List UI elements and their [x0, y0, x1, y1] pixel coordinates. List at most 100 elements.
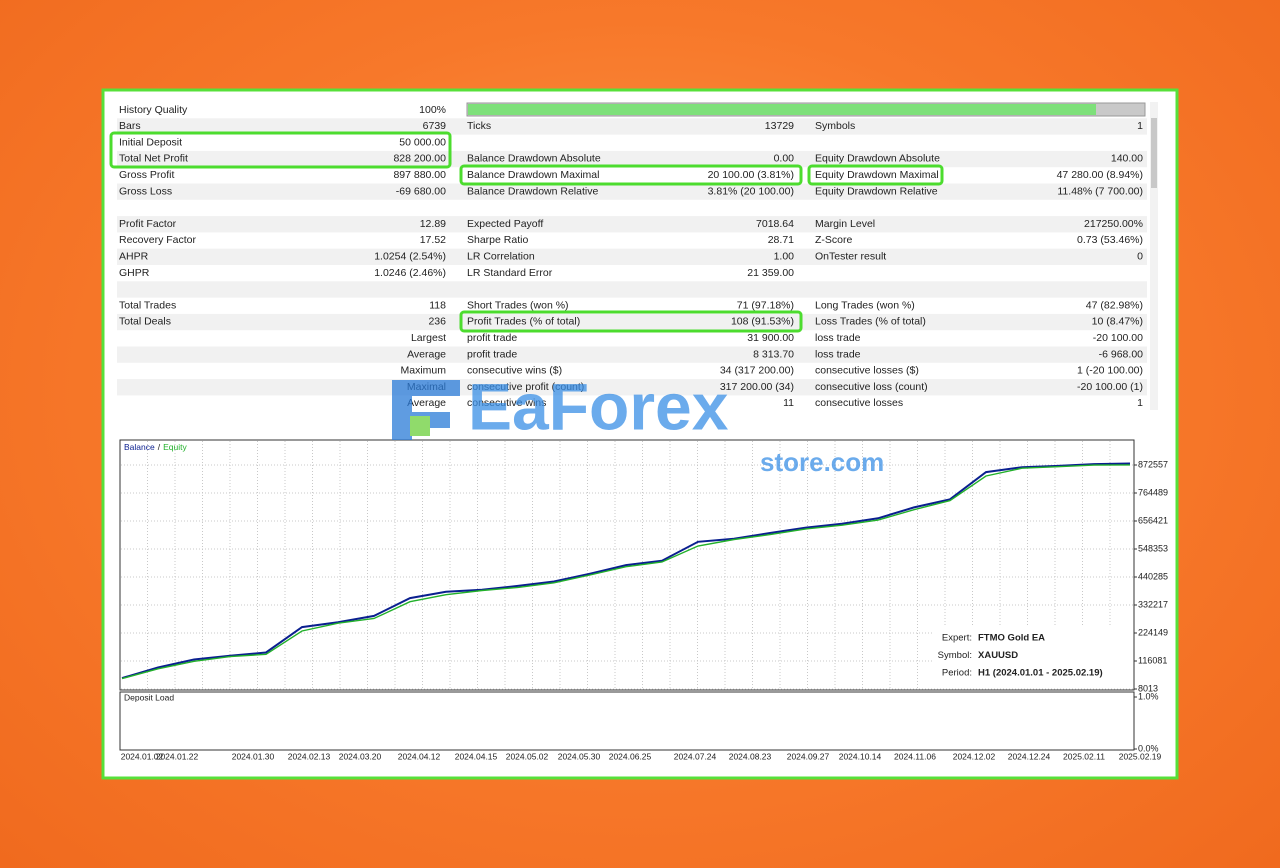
row-band — [117, 248, 1147, 265]
info-label: Period: — [942, 668, 972, 679]
row-band — [117, 346, 1147, 363]
y-tick-label: 8013 — [1138, 683, 1158, 693]
panel-title: Deposit Load — [124, 692, 174, 702]
row-band — [117, 183, 1147, 200]
info-value: XAUUSD — [978, 650, 1018, 661]
report-label: LR Standard Error — [467, 267, 553, 279]
report-label: Gross Loss — [119, 185, 172, 197]
x-tick-label: 2025.02.19 — [1119, 751, 1162, 761]
row-band — [117, 150, 1147, 168]
report-label: consecutive wins ($) — [467, 365, 562, 377]
report-value: 217250.00% — [1084, 218, 1143, 230]
highlight — [807, 164, 944, 186]
x-tick-label: 2024.12.24 — [1008, 751, 1051, 761]
report-value: -6 968.00 — [1099, 348, 1144, 360]
y-tick-label: 224149 — [1138, 627, 1168, 637]
row-band — [117, 118, 1147, 135]
report-value: 50 000.00 — [399, 136, 446, 148]
series-line — [121, 462, 1131, 680]
report-label: Ticks — [467, 120, 491, 132]
report-label: Symbols — [815, 120, 855, 132]
scrollbar — [1150, 102, 1158, 410]
report-value: -20 100.00 (1) — [1077, 381, 1143, 393]
report-label: Balance Drawdown Relative — [467, 185, 598, 197]
quality-bar-fill — [468, 104, 1096, 115]
y-tick-label: 764489 — [1138, 487, 1168, 497]
report-label: consecutive losses ($) — [815, 365, 919, 377]
report-label: Z-Score — [815, 234, 853, 246]
report-label: Balance Drawdown Absolute — [467, 153, 601, 165]
y-tick-label: 116081 — [1138, 655, 1167, 665]
x-tick-label: 2024.07.24 — [674, 751, 717, 761]
watermark-domain: store.com — [760, 447, 884, 477]
x-tick-label: 2024.01.02 — [121, 751, 164, 761]
report-value: 317 200.00 (34) — [720, 381, 794, 393]
report-value: Average — [407, 397, 446, 409]
report-label: Bars — [119, 120, 141, 132]
report-label: consecutive wins — [467, 397, 546, 409]
report-label: Expected Payoff — [467, 218, 543, 230]
report-value: 1.0254 (2.54%) — [374, 250, 446, 262]
report-value: 3.81% (20 100.00) — [708, 185, 794, 197]
x-tick-label: 2024.04.12 — [398, 751, 441, 761]
report-value: 8 313.70 — [753, 348, 794, 360]
report-value: 1.00 — [774, 250, 795, 262]
report-value: 140.00 — [1111, 153, 1143, 165]
logo-square — [410, 416, 430, 436]
report-value: 1 (-20 100.00) — [1077, 365, 1143, 377]
x-tick-label: 2024.01.30 — [232, 751, 275, 761]
x-tick-label: 2024.09.27 — [787, 751, 830, 761]
report-value: 34 (317 200.00) — [720, 365, 794, 377]
report-value: 828 200.00 — [393, 153, 446, 165]
report-value: 118 — [429, 299, 446, 311]
watermark-brand: EaForex — [468, 369, 729, 443]
x-tick-label: 2024.05.30 — [558, 751, 601, 761]
report-label: Balance Drawdown Maximal — [467, 169, 599, 181]
info-label: Expert: — [942, 633, 972, 644]
highlights — [109, 131, 944, 333]
report-label: Recovery Factor — [119, 234, 197, 246]
report-label: consecutive losses — [815, 397, 903, 409]
report-label: Sharpe Ratio — [467, 234, 528, 246]
report-label: Profit Factor — [119, 218, 177, 230]
report-label: GHPR — [119, 267, 150, 279]
x-tick-label: 2024.03.20 — [339, 751, 382, 761]
report-value: Average — [407, 348, 446, 360]
report-value: 20 100.00 (3.81%) — [708, 169, 794, 181]
y-tick-label: 872557 — [1138, 459, 1168, 469]
x-tick-label: 2024.11.06 — [894, 751, 936, 761]
report-label: Equity Drawdown Absolute — [815, 153, 940, 165]
report-value: 31 900.00 — [747, 332, 794, 344]
report-label: AHPR — [119, 250, 149, 262]
report-label: Long Trades (won %) — [815, 299, 915, 311]
info-value: H1 (2024.01.01 - 2025.02.19) — [978, 668, 1103, 679]
report-label: Equity Drawdown Maximal — [815, 169, 939, 181]
info-value: FTMO Gold EA — [978, 633, 1045, 644]
chart: 872557 764489 656421 548353 440285 332217 2241… — [121, 441, 1168, 761]
scrollbar-thumb — [1151, 118, 1157, 188]
report-value: 1 — [1137, 397, 1143, 409]
report-value: 1 — [1137, 120, 1143, 132]
x-tick-label: 2024.12.02 — [953, 751, 996, 761]
report-value: 0.73 (53.46%) — [1077, 234, 1143, 246]
report-value: 71 (97.18%) — [737, 299, 794, 311]
report-value: 100% — [419, 104, 446, 116]
report-value: Largest — [411, 332, 446, 344]
report-value: 897 880.00 — [393, 169, 446, 181]
info-label: Symbol: — [938, 650, 972, 661]
x-tick-label: 2024.08.23 — [729, 751, 772, 761]
x-tick-label: 2024.10.14 — [839, 751, 882, 761]
report-label: Gross Profit — [119, 169, 175, 181]
y-tick-label: 656421 — [1138, 515, 1168, 525]
report-value: 236 — [428, 316, 446, 328]
report-label: loss trade — [815, 332, 861, 344]
report-value: Maximum — [400, 365, 446, 377]
y-tick-label: 1.0% — [1138, 691, 1159, 701]
legend-entry: Equity — [163, 442, 187, 452]
report-label: Short Trades (won %) — [467, 299, 569, 311]
legend-entry: / — [158, 442, 161, 452]
y-tick-label: 440285 — [1138, 571, 1168, 581]
report-label: consecutive profit (count) — [467, 381, 584, 393]
